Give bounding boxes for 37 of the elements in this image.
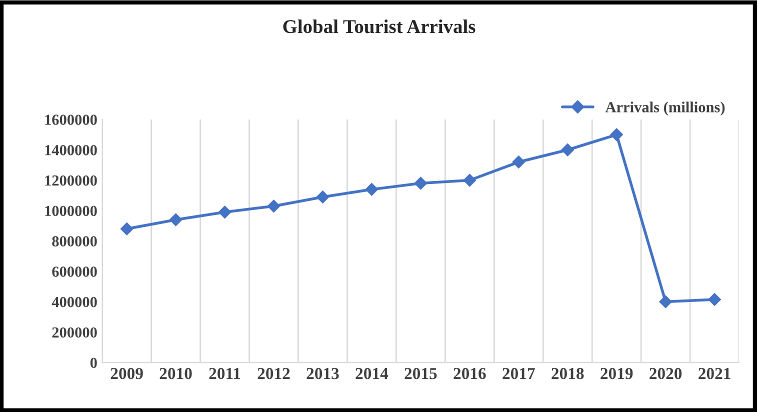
point <box>463 174 476 187</box>
x-tick-label: 2014 <box>356 368 388 380</box>
point <box>414 176 428 190</box>
y-tick-label: 200000 <box>52 327 97 338</box>
y-tick-label: 600000 <box>52 266 97 277</box>
point <box>708 293 721 306</box>
point <box>659 295 672 308</box>
x-tick-label: 2010 <box>160 368 192 380</box>
point <box>365 182 378 196</box>
y-tick-label: 800000 <box>52 236 97 246</box>
point <box>218 206 232 219</box>
point <box>512 156 526 168</box>
y-tick-label: 1200000 <box>45 175 97 186</box>
y-tick-label: 0 <box>90 358 97 368</box>
x-tick-label: 2015 <box>404 368 437 380</box>
x-tick-label: 2013 <box>306 368 339 380</box>
legend-label: Arrivals (millions) <box>605 102 725 116</box>
point <box>561 143 574 156</box>
x-tick-label: 2019 <box>600 368 633 380</box>
point <box>267 200 280 212</box>
x-tick-label: 2011 <box>209 368 240 380</box>
point <box>610 128 624 142</box>
point <box>316 190 330 204</box>
x-tick-label: 2020 <box>650 368 682 380</box>
y-tick-label: 400000 <box>52 296 97 308</box>
x-tick-label: 2018 <box>552 368 584 380</box>
chart-title: Global Tourist Arrivals <box>283 19 476 34</box>
y-tick-label: 1000000 <box>45 206 97 216</box>
x-tick-label: 2009 <box>110 368 143 380</box>
x-tick-label: 2016 <box>454 368 486 380</box>
y-tick-label: 1600000 <box>45 114 97 125</box>
point <box>169 213 182 226</box>
x-tick-label: 2017 <box>502 368 535 380</box>
y-tick-label: 1400000 <box>45 145 97 156</box>
x-tick-label: 2012 <box>258 368 290 380</box>
x-tick-label: 2021 <box>698 368 730 380</box>
point <box>120 222 134 236</box>
